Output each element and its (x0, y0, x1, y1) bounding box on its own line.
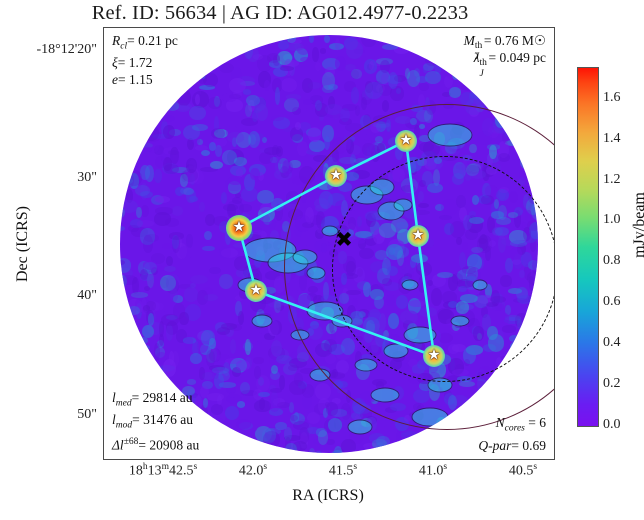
y-tick-label: 30" (77, 170, 97, 185)
x-tick-label: 41.0s (418, 462, 448, 479)
colorbar-label: mJy/beam (631, 192, 644, 258)
colorbar-tick-label: 1.4 (603, 130, 621, 146)
colorbar-tick-label: 0.0 (603, 417, 621, 432)
x-tick-label: 18h13m42.5s (128, 462, 198, 479)
colorbar (577, 67, 599, 427)
colorbar-tick-label: 0.6 (603, 294, 621, 310)
x-tick-label: 40.5s (508, 462, 538, 479)
y-tick-label: 40" (77, 288, 97, 303)
colorbar-tick-label: 0.2 (603, 376, 621, 392)
colorbar-tick-label: 1.6 (603, 89, 621, 105)
colorbar-tick-label: 1.0 (603, 212, 621, 228)
y-tick-label: 50" (77, 407, 97, 422)
colorbar-tick-label: 0.4 (603, 335, 621, 351)
half-radius-circle (332, 156, 554, 382)
y-axis-label: Dec (ICRS) (14, 206, 31, 282)
annotation-top-left: Rcl= 0.21 pc ξ= 1.72 e= 1.15 (112, 33, 178, 87)
core-star-marker: ★ (427, 347, 441, 364)
core-star-marker: ★ (329, 167, 343, 184)
annotation-bottom-left: lmed= 29814 au lmod= 31476 au Δl±68= 20908… (112, 389, 200, 453)
cluster-center-marker: ✖ (335, 227, 353, 252)
colorbar-tick-label: 0.8 (603, 253, 621, 269)
core-star-marker: ★ (411, 227, 425, 244)
figure-title: Ref. ID: 56634 | AG ID: AG012.4977-0.223… (91, 2, 469, 24)
annotation-bottom-right: Ncores = 6 Q-par= 0.69 (478, 415, 546, 453)
minimum-spanning-tree (237, 139, 436, 358)
x-tick-label: 42.0s (238, 462, 268, 479)
x-tick-label: 41.5s (328, 462, 358, 479)
core-star-marker: ★ (232, 219, 246, 236)
colorbar-tick-label: 1.2 (603, 171, 621, 187)
y-tick-label: -18°12'20" (36, 42, 98, 57)
core-star-marker: ★ (399, 132, 413, 149)
core-star-marker: ★ (249, 282, 263, 299)
x-axis-label: RA (ICRS) (292, 487, 364, 504)
